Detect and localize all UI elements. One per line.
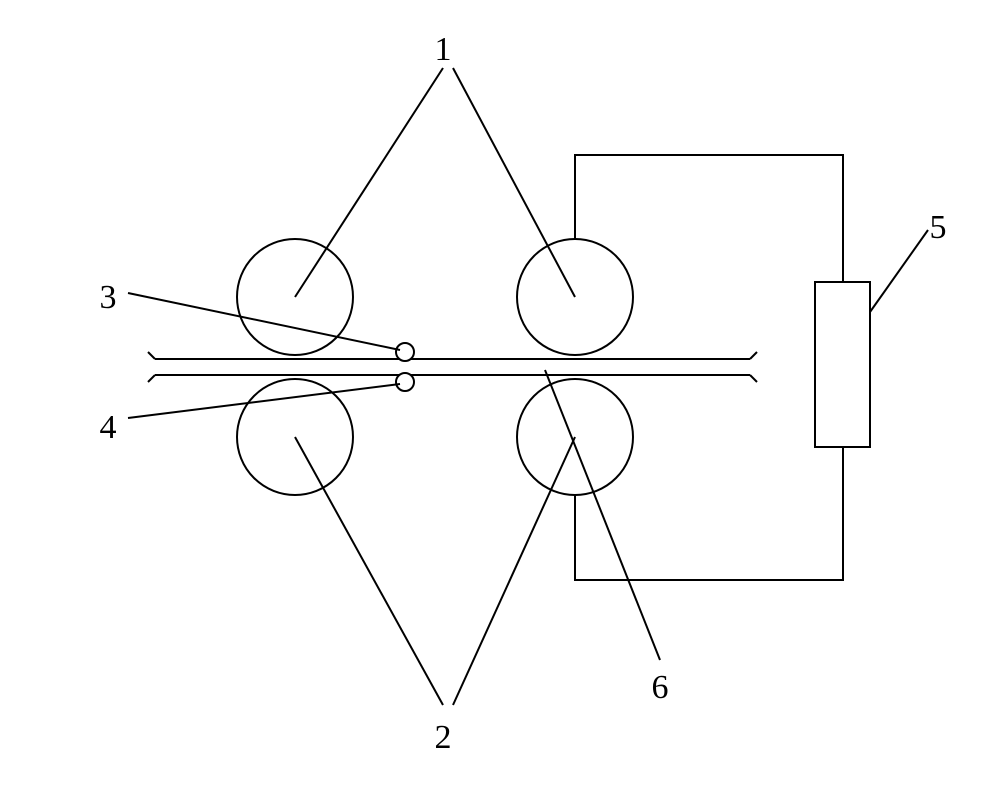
plate-break-left-bot [148, 375, 155, 382]
small-roller-lower [396, 373, 414, 391]
power-box [815, 282, 870, 447]
leader-1 [295, 68, 443, 297]
leader-2 [295, 437, 443, 705]
plate-break-left-top [148, 352, 155, 359]
label-2: 2 [435, 719, 452, 756]
label-6: 6 [652, 669, 669, 706]
small-roller-upper [396, 343, 414, 361]
label-3: 3 [100, 279, 117, 316]
plate-break-right-top [750, 352, 757, 359]
label-1: 1 [435, 31, 452, 68]
leader-1 [453, 68, 575, 297]
leader-2 [453, 437, 575, 705]
label-5: 5 [930, 209, 947, 246]
label-4: 4 [100, 409, 117, 446]
plate-break-right-bot [750, 375, 757, 382]
leader-5 [870, 230, 928, 312]
